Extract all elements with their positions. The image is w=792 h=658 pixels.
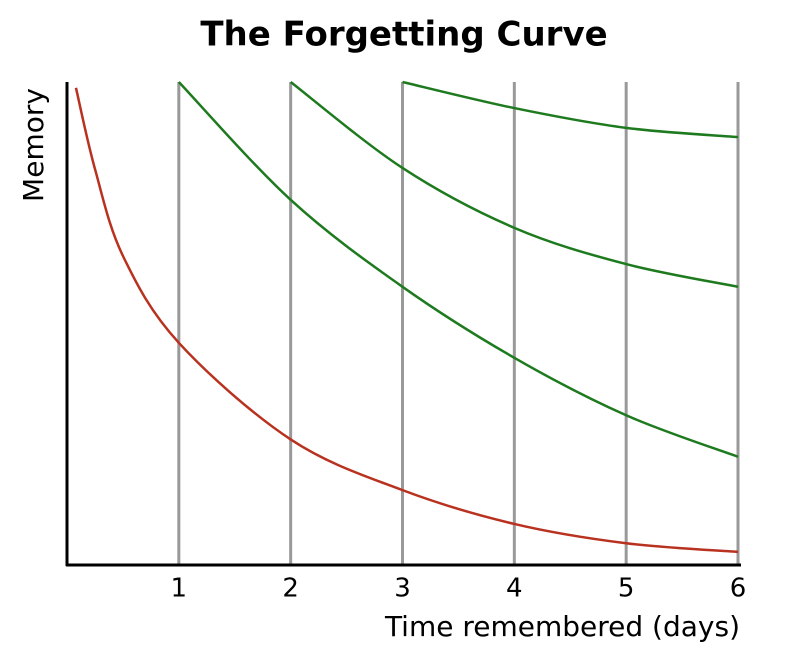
- y-axis-label: Memory: [17, 88, 50, 202]
- x-tick-label: 4: [506, 574, 523, 604]
- x-tick-label: 3: [394, 574, 411, 604]
- curve: [177, 81, 739, 458]
- curve: [289, 81, 739, 289]
- curve: [402, 80, 739, 139]
- chart-title: The Forgetting Curve: [200, 15, 607, 55]
- x-tick-label: 6: [730, 574, 747, 604]
- x-tick-label: 1: [171, 574, 188, 604]
- x-axis-label: Time remembered (days): [384, 610, 740, 643]
- x-tick-label: 2: [282, 574, 299, 604]
- curve: [74, 87, 739, 554]
- x-tick-label: 5: [618, 574, 635, 604]
